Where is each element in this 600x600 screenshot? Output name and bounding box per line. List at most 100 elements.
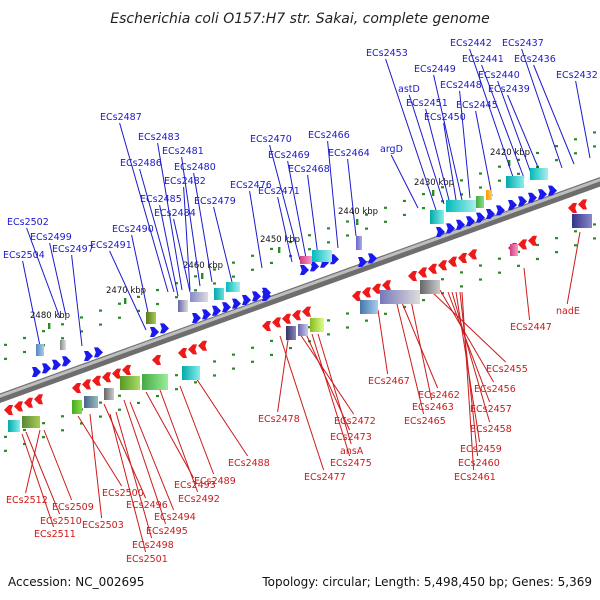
forward-gene-arrow	[330, 254, 339, 265]
label-connector	[377, 309, 389, 375]
reverse-gene-arrow	[112, 368, 121, 379]
tick-mark	[422, 207, 425, 210]
forward-gene-label: ECs2450	[424, 112, 466, 123]
tick-mark	[270, 339, 273, 343]
forward-gene-label: ECs2441	[462, 54, 504, 65]
forward-gene-label: ECs2470	[250, 134, 292, 145]
label-connector	[566, 231, 581, 305]
reverse-gene-label: ECs2495	[146, 526, 188, 537]
reverse-gene-arrow	[198, 340, 207, 351]
label-connector	[159, 204, 179, 297]
label-connector	[139, 168, 175, 293]
label-connector	[279, 335, 325, 471]
tick-mark	[213, 282, 216, 285]
tick-mark	[251, 360, 254, 363]
forward-gene-arrow	[52, 359, 61, 370]
tick-mark	[479, 186, 482, 189]
tick-mark	[61, 415, 64, 418]
forward-gene-arrow	[252, 291, 261, 302]
reverse-gene-arrow	[262, 321, 271, 331]
forward-gene-arrow	[84, 351, 93, 361]
label-connector	[507, 94, 541, 173]
tick-mark	[403, 199, 406, 203]
reverse-gene-label: ECs2457	[470, 404, 512, 415]
reverse-gene-label: ECs2462	[418, 390, 460, 401]
feature-block	[430, 210, 444, 224]
forward-gene-label: ECs2487	[100, 112, 142, 123]
forward-gene-label: ECs2451	[406, 98, 448, 109]
reverse-gene-label: ECs2458	[470, 424, 512, 435]
reverse-gene-label: ECs2456	[474, 384, 516, 395]
label-connector	[181, 156, 201, 287]
reverse-gene-label: ECs2488	[228, 458, 270, 469]
label-connector	[131, 234, 151, 323]
reverse-gene-arrow	[4, 405, 13, 415]
tick-mark	[251, 346, 254, 349]
reverse-gene-label: ECs2461	[454, 472, 496, 483]
tick-mark	[251, 268, 254, 271]
tick-mark	[156, 394, 159, 398]
kbp-marker: 2440 kbp	[338, 207, 378, 217]
forward-gene-arrow	[508, 200, 517, 210]
reverse-gene-arrow	[24, 397, 33, 408]
forward-gene-arrow	[548, 185, 557, 196]
reverse-gene-label: ansA	[340, 446, 364, 457]
label-connector	[425, 108, 451, 205]
label-connector	[159, 389, 199, 493]
tick-mark	[99, 309, 102, 312]
kbp-marker: 2450 kbp	[260, 235, 300, 245]
tick-mark	[479, 172, 482, 175]
label-connectors	[21, 48, 591, 553]
reverse-gene-label: ECs2493	[174, 480, 216, 491]
forward-gene-arrow	[232, 298, 241, 309]
reverse-gene-arrow	[382, 280, 391, 291]
tick-mark	[498, 271, 501, 274]
label-connector	[103, 403, 147, 499]
reverse-gene-arrow	[458, 253, 467, 263]
tick-mark	[574, 244, 577, 247]
feature-block	[286, 326, 296, 340]
reverse-gene-label: ECs2496	[126, 500, 168, 511]
kbp-marker: 2480 kbp	[30, 311, 70, 321]
reverse-gene-label: ECs2509	[52, 502, 94, 513]
label-connector	[575, 80, 591, 159]
tick-mark	[61, 429, 64, 432]
feature-block	[190, 292, 208, 302]
reverse-gene-label: ECs2498	[132, 540, 174, 551]
label-connector	[195, 377, 249, 457]
label-connector	[21, 433, 55, 528]
tick-mark	[80, 422, 83, 425]
reverse-gene-arrow	[468, 249, 477, 260]
label-connector	[408, 94, 445, 205]
reverse-gene-label: ECs2501	[126, 554, 168, 565]
tick-mark	[593, 131, 596, 134]
forward-gene-label: ECs2484	[154, 208, 196, 219]
label-connector	[395, 299, 425, 415]
feature-block	[214, 288, 224, 300]
label-connector	[49, 242, 67, 317]
label-connector	[469, 48, 515, 181]
forward-gene-label: ECs2499	[30, 232, 72, 243]
forward-gene-label: ECs2464	[328, 148, 370, 159]
tick-mark	[194, 381, 197, 384]
label-connector	[459, 291, 479, 457]
reverse-gene-arrow	[302, 306, 311, 317]
feature-block	[360, 300, 378, 314]
tick-mark	[441, 292, 444, 295]
tick-mark	[403, 213, 406, 217]
tick-mark	[4, 357, 7, 360]
feature-block	[8, 420, 20, 432]
tick-mark	[118, 394, 121, 397]
tick-mark	[175, 282, 178, 285]
tick-mark	[118, 316, 121, 319]
reverse-gene-label: ECs2472	[334, 416, 376, 427]
tick-mark	[536, 151, 539, 155]
label-connector	[475, 110, 493, 197]
reverse-gene-arrow	[448, 256, 457, 267]
tick-mark	[137, 295, 140, 298]
forward-gene-label: ECs2479	[194, 196, 236, 207]
tick-mark	[403, 305, 406, 309]
feature-block	[226, 282, 240, 292]
label-connector	[71, 254, 83, 347]
